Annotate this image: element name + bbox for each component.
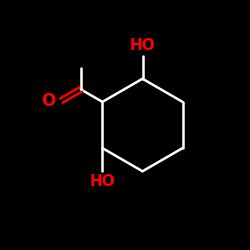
Text: HO: HO (130, 38, 156, 53)
Text: O: O (42, 92, 56, 110)
Text: HO: HO (90, 174, 115, 188)
